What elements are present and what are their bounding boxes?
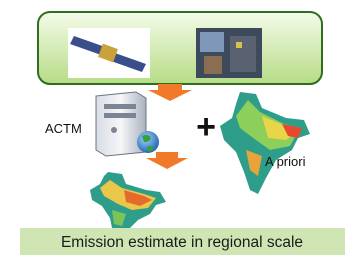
- plus-sign: +: [196, 108, 216, 146]
- arrow: [146, 152, 188, 169]
- prior-map: [220, 92, 310, 194]
- estimate-map: [90, 172, 166, 228]
- diagram: ACTM + A priori Emission estimate in reg…: [0, 0, 362, 255]
- satellite-image: [68, 28, 150, 78]
- computer-icon: [96, 92, 159, 156]
- prior-label: A priori: [265, 154, 306, 169]
- model-label: ACTM: [45, 121, 82, 136]
- ground-station-photo: [196, 28, 262, 78]
- arrow: [148, 84, 192, 101]
- caption: Emission estimate in regional scale: [61, 234, 303, 251]
- page: {"labels": {"model": "ACTM", "plus": "+"…: [0, 0, 362, 255]
